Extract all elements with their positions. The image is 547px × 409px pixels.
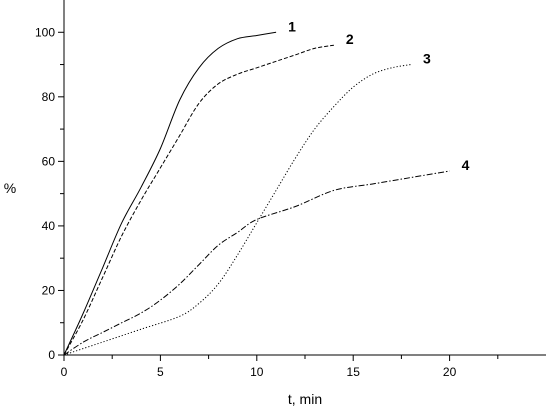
y-tick-label: 20 — [42, 283, 56, 297]
x-tick-label: 10 — [250, 365, 264, 379]
x-tick-label: 15 — [347, 365, 361, 379]
axis-ticks: 0 5 10 15 20 0 20 40 60 80 100 — [35, 25, 499, 379]
y-tick-label: 0 — [48, 348, 55, 362]
plot-frame — [63, 0, 546, 356]
y-tick-label: 100 — [35, 25, 55, 39]
series-labels: 1 2 3 4 — [288, 18, 470, 173]
x-tick-label: 0 — [61, 365, 68, 379]
series-1-label: 1 — [288, 18, 296, 34]
series-3-line — [63, 64, 412, 356]
y-tick-label: 80 — [42, 90, 56, 104]
series-4-label: 4 — [462, 157, 470, 173]
y-tick-label: 60 — [42, 154, 56, 168]
x-tick-label: 5 — [157, 365, 164, 379]
series-3-label: 3 — [423, 51, 431, 67]
y-tick-label: 40 — [42, 219, 56, 233]
y-axis-title: % — [4, 180, 16, 196]
x-axis-title: t, min — [288, 391, 322, 407]
series-4-line — [63, 170, 450, 356]
x-tick-label: 20 — [443, 365, 457, 379]
series-2-line — [63, 44, 334, 356]
series-group — [63, 31, 450, 356]
series-1-line — [63, 31, 277, 356]
series-2-label: 2 — [346, 31, 354, 47]
